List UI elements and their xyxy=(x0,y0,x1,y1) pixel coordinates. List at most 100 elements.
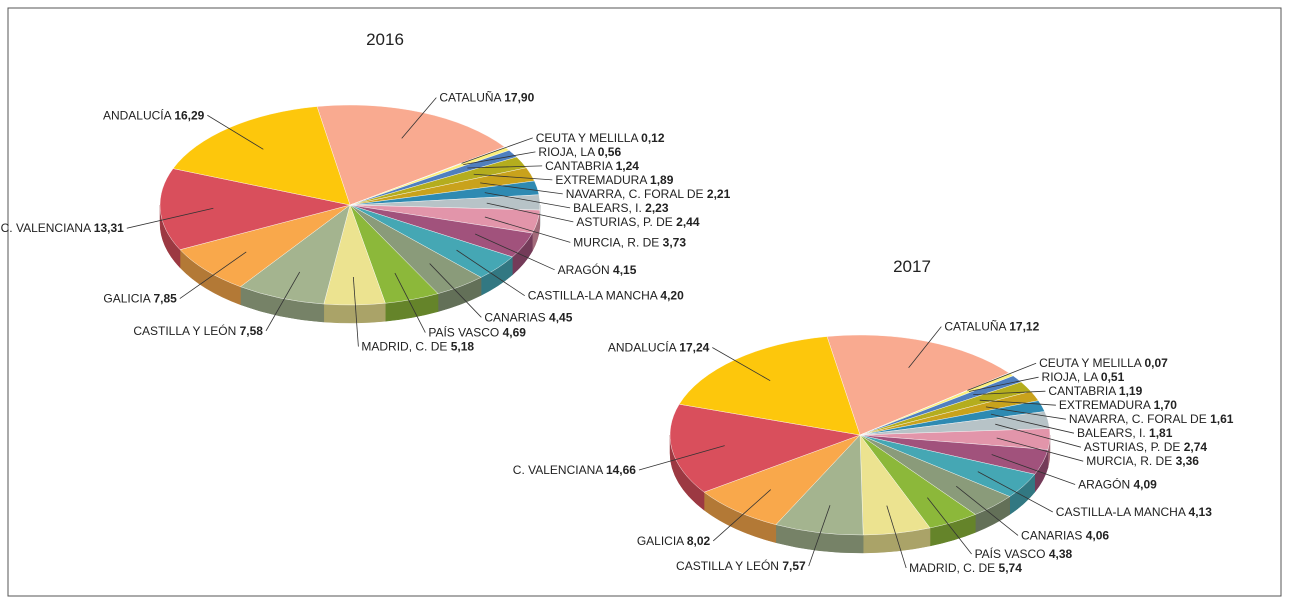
value-label: 2,21 xyxy=(707,187,731,201)
value-label: 4,69 xyxy=(503,326,527,340)
value-label: 7,85 xyxy=(153,292,177,306)
slice-label: CEUTA Y MELILLA 0,07 xyxy=(1039,356,1168,370)
category-label: NAVARRA, C. FORAL DE xyxy=(566,187,704,201)
value-label: 4,45 xyxy=(549,310,573,324)
slice-label: CANTABRIA 1,24 xyxy=(545,159,639,173)
value-label: 0,07 xyxy=(1145,356,1169,370)
value-label: 17,90 xyxy=(504,91,534,105)
category-label: ARAGÓN xyxy=(558,262,610,277)
category-label: CANTABRIA xyxy=(1048,384,1116,398)
slice-label: GALICIA 7,85 xyxy=(103,292,177,306)
slice-label: CEUTA Y MELILLA 0,12 xyxy=(536,131,665,145)
value-label: 2,74 xyxy=(1184,440,1208,454)
value-label: 4,38 xyxy=(1049,547,1073,561)
slice-label: EXTREMADURA 1,70 xyxy=(1059,398,1177,412)
slice-label: MURCIA, R. DE 3,73 xyxy=(573,235,686,249)
slice-label: ASTURIAS, P. DE 2,44 xyxy=(576,215,700,229)
pie-tops xyxy=(160,105,540,305)
slice-label: ARAGÓN 4,15 xyxy=(558,262,637,277)
category-label: PAÍS VASCO xyxy=(975,546,1046,561)
category-label: C. VALENCIANA xyxy=(513,463,603,477)
category-label: CASTILLA Y LEÓN xyxy=(133,323,236,338)
value-label: 4,06 xyxy=(1086,528,1110,542)
slice-label: GALICIA 8,02 xyxy=(637,534,711,548)
slice-label: MADRID, C. DE 5,74 xyxy=(909,561,1022,575)
pie-tops xyxy=(670,335,1050,535)
value-label: 1,19 xyxy=(1119,384,1143,398)
value-label: 3,36 xyxy=(1176,454,1200,468)
slice-label: CATALUÑA 17,90 xyxy=(439,91,534,105)
category-label: RIOJA, LA xyxy=(1042,370,1099,384)
chart-title: 2017 xyxy=(893,257,931,276)
category-label: ANDALUCÍA xyxy=(608,339,677,354)
category-label: MADRID, C. DE xyxy=(361,340,447,354)
slice-label: CASTILLA Y LEÓN 7,58 xyxy=(133,323,263,338)
slice-label: CANARIAS 4,06 xyxy=(1021,528,1109,542)
category-label: MURCIA, R. DE xyxy=(1086,454,1172,468)
value-label: 0,12 xyxy=(641,131,665,145)
value-label: 3,73 xyxy=(663,235,687,249)
value-label: 0,51 xyxy=(1101,370,1125,384)
slice-side xyxy=(324,303,386,323)
slice-label: MADRID, C. DE 5,18 xyxy=(361,340,474,354)
category-label: GALICIA xyxy=(637,534,684,548)
value-label: 1,70 xyxy=(1154,398,1178,412)
category-label: EXTREMADURA xyxy=(1059,398,1151,412)
slice-label: PAÍS VASCO 4,69 xyxy=(428,325,526,340)
category-label: ARAGÓN xyxy=(1078,477,1130,492)
value-label: 0,56 xyxy=(598,145,622,159)
value-label: 16,29 xyxy=(174,108,204,122)
category-label: MURCIA, R. DE xyxy=(573,235,659,249)
chart-title: 2016 xyxy=(366,30,404,49)
category-label: RIOJA, LA xyxy=(538,145,595,159)
category-label: CEUTA Y MELILLA xyxy=(536,131,639,145)
category-label: C. VALENCIANA xyxy=(1,221,91,235)
slice-label: MURCIA, R. DE 3,36 xyxy=(1086,454,1199,468)
category-label: ANDALUCÍA xyxy=(103,107,172,122)
category-label: NAVARRA, C. FORAL DE xyxy=(1069,412,1207,426)
category-label: BALEARS, I. xyxy=(1077,426,1146,440)
value-label: 4,15 xyxy=(613,263,637,277)
slice-label: NAVARRA, C. FORAL DE 1,61 xyxy=(1069,412,1234,426)
value-label: 1,89 xyxy=(650,173,674,187)
category-label: PAÍS VASCO xyxy=(428,325,499,340)
value-label: 7,57 xyxy=(782,559,806,573)
category-label: CATALUÑA xyxy=(944,320,1006,334)
category-label: CANARIAS xyxy=(484,310,545,324)
slice-label: CATALUÑA 17,12 xyxy=(944,320,1039,334)
slice-label: RIOJA, LA 0,51 xyxy=(1042,370,1125,384)
category-label: ASTURIAS, P. DE xyxy=(1084,440,1180,454)
value-label: 5,74 xyxy=(999,561,1023,575)
value-label: 8,02 xyxy=(687,534,711,548)
value-label: 1,81 xyxy=(1149,426,1173,440)
value-label: 7,58 xyxy=(240,324,264,338)
slice-label: RIOJA, LA 0,56 xyxy=(538,145,621,159)
slice-label: CASTILLA-LA MANCHA 4,13 xyxy=(1056,505,1212,519)
slice-label: C. VALENCIANA 14,66 xyxy=(513,463,637,477)
category-label: CASTILLA Y LEÓN xyxy=(676,558,779,573)
category-label: CASTILLA-LA MANCHA xyxy=(1056,505,1186,519)
value-label: 1,24 xyxy=(616,159,640,173)
slice-label: ANDALUCÍA 17,24 xyxy=(608,339,710,354)
value-label: 2,23 xyxy=(645,201,669,215)
category-label: MADRID, C. DE xyxy=(909,561,995,575)
value-label: 1,61 xyxy=(1210,412,1234,426)
value-label: 17,24 xyxy=(679,340,709,354)
category-label: CASTILLA-LA MANCHA xyxy=(528,289,658,303)
category-label: GALICIA xyxy=(103,292,150,306)
category-label: CANTABRIA xyxy=(545,159,613,173)
category-label: EXTREMADURA xyxy=(555,173,647,187)
value-label: 4,09 xyxy=(1133,478,1157,492)
category-label: CATALUÑA xyxy=(439,91,501,105)
slice-label: CANTABRIA 1,19 xyxy=(1048,384,1142,398)
slice-label: CASTILLA-LA MANCHA 4,20 xyxy=(528,289,684,303)
slice-label: ANDALUCÍA 16,29 xyxy=(103,107,205,122)
category-label: CEUTA Y MELILLA xyxy=(1039,356,1142,370)
value-label: 4,13 xyxy=(1189,505,1213,519)
slice-label: PAÍS VASCO 4,38 xyxy=(975,546,1073,561)
value-label: 17,12 xyxy=(1009,320,1039,334)
value-label: 14,66 xyxy=(606,463,636,477)
slice-label: CASTILLA Y LEÓN 7,57 xyxy=(676,558,806,573)
value-label: 4,20 xyxy=(660,289,684,303)
